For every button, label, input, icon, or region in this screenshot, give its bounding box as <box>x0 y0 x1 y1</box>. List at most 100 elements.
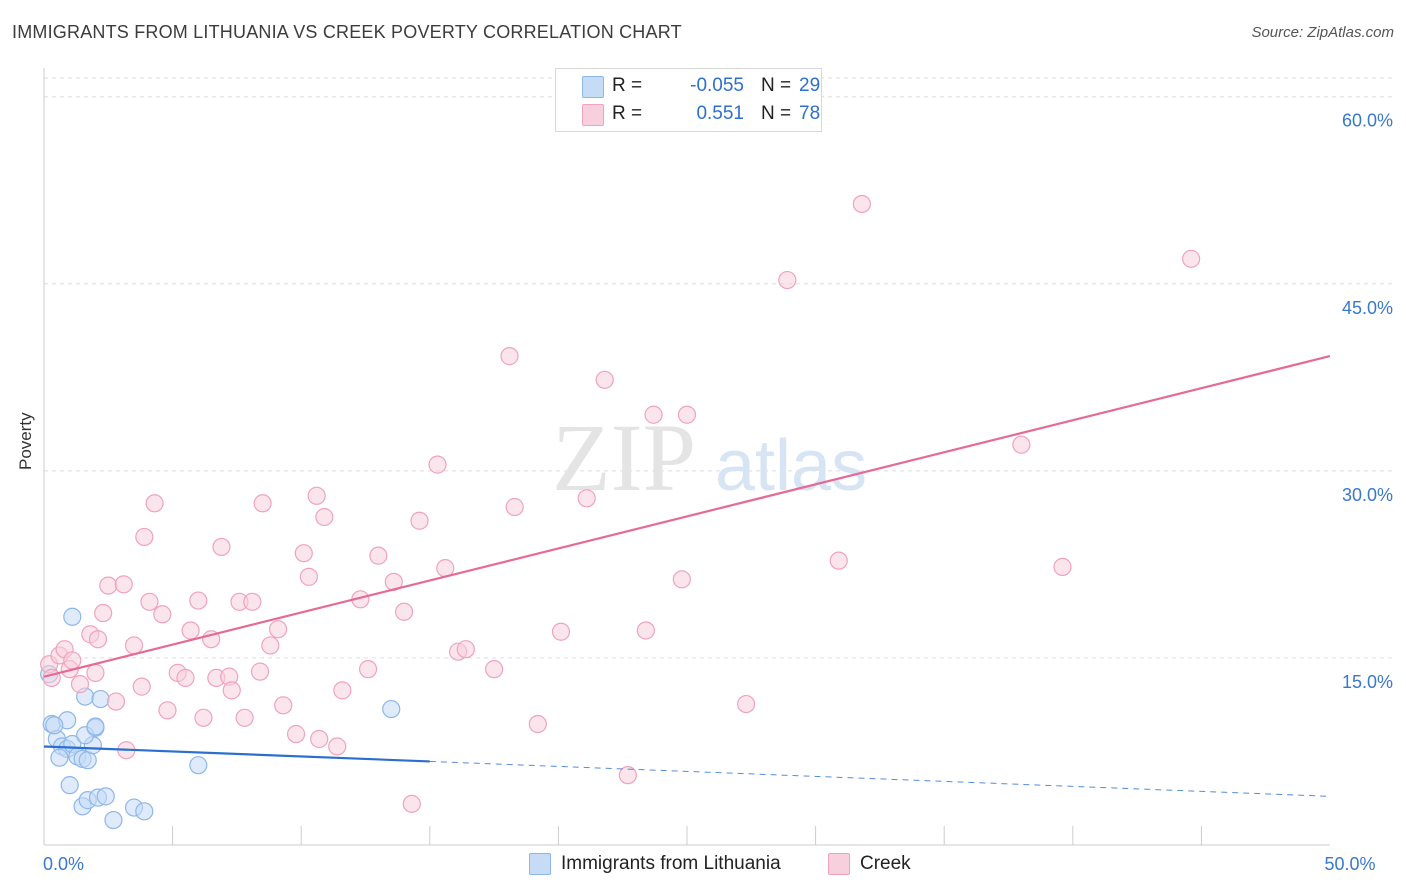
creek-point <box>778 270 797 290</box>
creek-point <box>551 622 571 641</box>
creek-point <box>358 660 378 679</box>
watermark-zip: ZIP <box>552 404 696 511</box>
creek-point <box>299 567 319 586</box>
legend-swatch-lithuania <box>529 853 551 875</box>
lithuania-point <box>104 810 123 830</box>
legend-r-value: 0.551 <box>696 103 744 124</box>
creek-point <box>212 537 231 557</box>
creek-point <box>140 592 159 611</box>
lithuania-point <box>96 787 115 806</box>
y-tick-label: 15.0% <box>1342 672 1393 692</box>
creek-point <box>253 494 272 513</box>
creek-point <box>194 708 213 727</box>
legend-label-creek: Creek <box>860 853 911 874</box>
x-tick-label: 50.0% <box>1324 854 1375 874</box>
creek-point <box>394 602 414 621</box>
creek-point <box>1182 249 1201 268</box>
lithuania-point <box>60 776 79 795</box>
creek-point <box>181 621 200 640</box>
creek-point <box>595 370 614 389</box>
creek-point <box>1053 557 1072 576</box>
legend-r-value: -0.055 <box>690 75 744 96</box>
creek-point <box>315 507 334 527</box>
watermark-atlas: atlas <box>715 426 867 506</box>
creek-point <box>243 592 262 611</box>
creek-point <box>328 737 347 756</box>
creek-point <box>307 486 326 505</box>
creek-point <box>456 640 475 659</box>
y-tick-label: 45.0% <box>1342 298 1393 318</box>
creek-point <box>500 347 519 366</box>
creek-point <box>86 663 105 682</box>
y-tick-label: 60.0% <box>1342 111 1393 131</box>
creek-point <box>677 405 697 424</box>
creek-point <box>145 494 164 513</box>
creek-point <box>310 729 329 749</box>
source-label: Source: ZipAtlas.com <box>1251 24 1394 41</box>
creek-point <box>63 651 82 670</box>
lithuania-point <box>135 802 154 821</box>
lithuania-point <box>91 689 110 709</box>
legend-swatch-creek <box>828 853 850 875</box>
creek-point <box>99 576 118 595</box>
creek-point <box>852 194 871 214</box>
creek-point <box>1012 435 1031 454</box>
creek-point <box>135 527 154 547</box>
creek-point <box>402 794 421 813</box>
lithuania-point <box>189 756 208 775</box>
creek-point <box>222 681 241 700</box>
legend-n-label: N = <box>761 75 792 96</box>
creek-point <box>618 766 637 785</box>
creek-point <box>410 511 429 530</box>
creek-point <box>268 620 288 639</box>
creek-point <box>485 660 504 679</box>
lithuania-trend-extension <box>429 760 1331 797</box>
watermark: ZIP atlas <box>552 404 867 511</box>
creek-point <box>124 636 144 655</box>
creek-point <box>428 455 447 474</box>
lithuania-point <box>86 717 105 736</box>
legend-n-value: 29 <box>799 75 821 96</box>
creek-point <box>369 546 388 565</box>
legend-swatch-lithuania <box>582 76 604 98</box>
creek-point <box>644 405 663 424</box>
creek-point <box>829 551 848 570</box>
creek-point <box>737 694 756 714</box>
creek-point <box>636 621 655 640</box>
creek-point <box>42 668 61 687</box>
creek-point <box>153 605 172 624</box>
creek-point <box>94 603 113 623</box>
x-tick-label: 0.0% <box>43 854 84 874</box>
creek-point <box>158 701 177 720</box>
lithuania-point <box>45 716 64 735</box>
creek-point <box>235 708 254 727</box>
creek-point <box>577 489 596 508</box>
creek-point <box>261 636 280 655</box>
tick-label-layer: 15.0% 30.0% 45.0% 60.0% 0.0% 50.0% <box>43 111 1393 874</box>
axis-layer <box>43 68 1330 846</box>
chart-title: IMMIGRANTS FROM LITHUANIA VS CREEK POVER… <box>12 22 682 42</box>
lithuania-point <box>382 699 401 719</box>
creek-point <box>176 668 195 687</box>
creek-point <box>672 570 691 589</box>
creek-point <box>286 724 306 744</box>
legend-r-label: R = <box>612 75 643 96</box>
creek-point <box>250 662 270 681</box>
legend-n-label: N = <box>761 103 792 124</box>
creek-point <box>106 692 126 711</box>
creek-trend-line <box>43 355 1331 678</box>
creek-point <box>505 497 524 517</box>
y-tick-label: 30.0% <box>1342 485 1393 505</box>
lithuania-trend-line <box>43 745 430 763</box>
creek-point <box>528 714 547 734</box>
lithuania-point <box>63 607 82 626</box>
legend-label-lithuania: Immigrants from Lithuania <box>561 853 781 874</box>
creek-point <box>70 675 90 694</box>
creek-point <box>274 696 293 715</box>
lithuania-point <box>50 748 69 767</box>
creek-point <box>333 681 352 700</box>
trend-layer <box>43 355 1331 797</box>
correlation-legend: R = -0.055 N = 29 R = 0.551 N = 78 <box>555 68 822 132</box>
creek-point <box>88 630 108 649</box>
creek-point <box>132 677 151 696</box>
